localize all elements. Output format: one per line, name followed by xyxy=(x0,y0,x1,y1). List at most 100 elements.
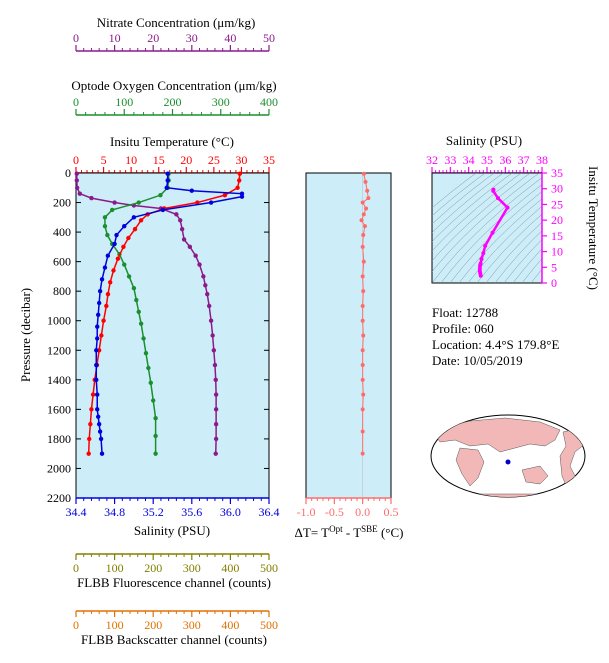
temperature-point xyxy=(237,171,242,176)
ts-temperature-tick-label: 5 xyxy=(551,260,557,274)
delta-point xyxy=(360,303,365,308)
salinity-point xyxy=(99,277,105,282)
nitrate-point xyxy=(213,421,219,427)
nitrate-tick-label: 10 xyxy=(109,31,121,45)
temperature-point xyxy=(107,280,113,285)
profile-number: Profile: 060 xyxy=(432,321,494,336)
nitrate-axis: 0 10 20 30 40 50 xyxy=(73,31,275,52)
salinity-axis-title: Salinity (PSU) xyxy=(134,523,210,538)
delta-point xyxy=(361,333,366,338)
fluorescence-tick-label: 0 xyxy=(73,561,79,575)
salinity-tick-label: 34.8 xyxy=(104,505,125,519)
fluorescence-axis-title: FLBB Fluorescence channel (counts) xyxy=(77,575,271,590)
ts-salinity-tick-label: 36 xyxy=(499,153,511,167)
delta-tick-label: -0.5 xyxy=(325,505,344,519)
oxygen-point xyxy=(138,321,144,326)
temperature-tick-label: 0 xyxy=(73,153,79,167)
salinity-point xyxy=(164,185,169,190)
ts-density-contour xyxy=(485,221,542,283)
pressure-tick-label: 2200 xyxy=(47,491,71,505)
ts-density-contour xyxy=(512,248,542,283)
ts-salinity-tick-label: 37 xyxy=(518,153,530,167)
fluorescence-axis: 0 100 200 300 400 500 xyxy=(73,553,278,575)
pressure-axis: 0 200 400 600 800 1000 1200 1400 1600 1800 2000 220… xyxy=(47,166,269,505)
nitrate-point xyxy=(181,237,187,242)
ts-density-contour xyxy=(432,173,486,217)
oxygen-point xyxy=(153,451,158,456)
temperature-point xyxy=(126,235,131,241)
ts-salinity-axis: 32 33 34 35 36 37 38 xyxy=(426,153,548,174)
ts-density-contour xyxy=(458,198,542,283)
oxygen-tick-label: 0 xyxy=(73,95,79,109)
map-australia xyxy=(521,465,549,485)
nitrate-point xyxy=(112,200,117,205)
ts-density-contour xyxy=(432,173,540,272)
salinity-point xyxy=(95,414,101,419)
oxygen-axis: 0 100 200 300 400 xyxy=(73,95,278,116)
nitrate-axis-title: Nitrate Concentration (μm/kg) xyxy=(97,15,256,30)
delta-point xyxy=(360,451,365,456)
temperature-point xyxy=(101,318,106,323)
fluorescence-tick-label: 100 xyxy=(106,561,124,575)
location: Location: 4.4°S 179.8°E xyxy=(432,337,559,352)
nitrate-point xyxy=(213,436,219,442)
salinity-point xyxy=(97,429,103,434)
ts-point xyxy=(496,196,500,201)
temperature-point xyxy=(138,218,144,223)
nitrate-point xyxy=(210,333,215,338)
salinity-point xyxy=(97,288,103,294)
salinity-tick-label: 36.0 xyxy=(220,505,241,519)
backscatter-tick-label: 200 xyxy=(144,618,162,632)
delta-point xyxy=(360,318,365,323)
delta-point xyxy=(361,392,366,397)
ts-density-contour xyxy=(449,191,542,283)
temperature-tick-label: 5 xyxy=(101,153,107,167)
ts-point xyxy=(478,273,483,278)
pressure-tick-label: 1400 xyxy=(47,373,71,387)
backscatter-axis-title: FLBB Backscatter channel (counts) xyxy=(81,632,267,647)
salinity-point xyxy=(95,407,100,412)
ts-point xyxy=(505,205,510,210)
salinity-point xyxy=(208,200,214,205)
temperature-point xyxy=(88,421,93,427)
delta-tick-label: -1.0 xyxy=(297,505,316,519)
oxygen-axis-title: Optode Oxygen Concentration (μm/kg) xyxy=(71,78,276,93)
ts-salinity-tick-label: 32 xyxy=(426,153,438,167)
delta-point xyxy=(359,218,364,223)
temperature-tick-label: 10 xyxy=(125,153,137,167)
ts-density-contour xyxy=(476,213,542,283)
float-id: Float: 12788 xyxy=(432,305,498,320)
oxygen-point xyxy=(146,365,151,371)
ts-density-contour xyxy=(521,258,542,283)
delta-tick-label: 0.5 xyxy=(384,505,399,519)
pressure-tick-label: 400 xyxy=(53,225,71,239)
oxygen-point xyxy=(153,416,158,421)
backscatter-tick-label: 300 xyxy=(183,618,201,632)
nitrate-point xyxy=(197,262,202,267)
ts-density-contour xyxy=(432,173,504,233)
nitrate-point xyxy=(211,348,217,353)
oxygen-point xyxy=(136,200,141,205)
temperature-point xyxy=(86,451,91,456)
ts-salinity-tick-label: 38 xyxy=(536,153,548,167)
temperature-point xyxy=(132,226,138,232)
salinity-point xyxy=(95,312,101,318)
ts-density-contour xyxy=(432,173,531,262)
delta-series xyxy=(359,171,371,498)
temperature-point xyxy=(105,291,111,297)
delta-point xyxy=(360,363,365,368)
ts-plot-area xyxy=(431,172,543,284)
delta-point xyxy=(360,200,365,205)
delta-plot-area xyxy=(305,172,392,499)
delta-tick-label: 0.0 xyxy=(355,505,370,519)
ts-density-contour xyxy=(432,173,477,209)
ts-point xyxy=(481,251,486,256)
salinity-point xyxy=(131,215,137,220)
oxygen-tick-label: 300 xyxy=(212,95,230,109)
oxygen-tick-label: 400 xyxy=(260,95,278,109)
salinity-tick-label: 35.2 xyxy=(143,505,164,519)
pressure-tick-label: 800 xyxy=(53,284,71,298)
ts-temperature-tick-label: 20 xyxy=(551,213,563,227)
nitrate-point xyxy=(74,185,80,190)
